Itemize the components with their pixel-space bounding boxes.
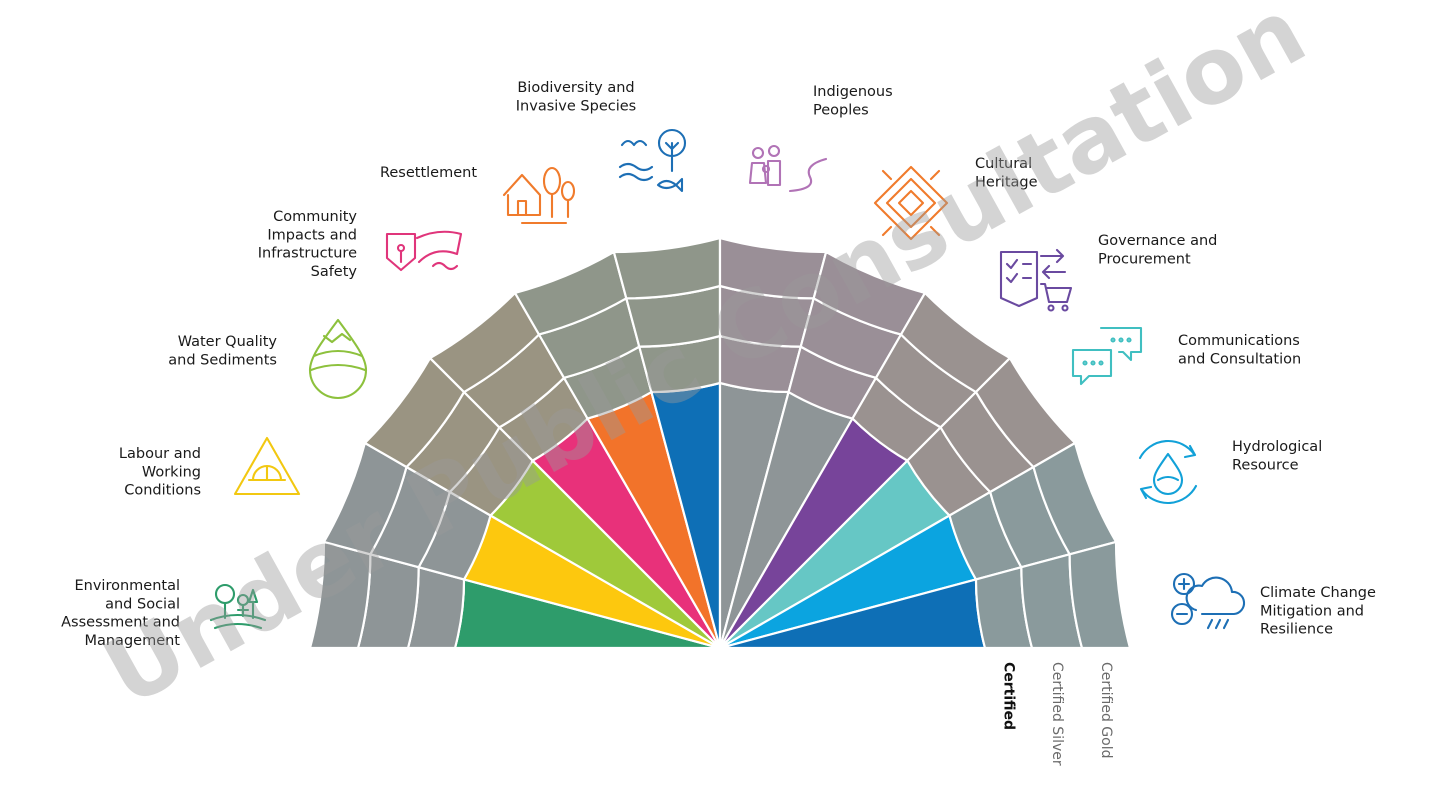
- hardhat-warning-icon: [233, 436, 301, 496]
- label-line: Communications: [1178, 333, 1300, 349]
- tier-label: Certified: [1001, 662, 1017, 730]
- label-cultural-heritage: Cultural Heritage: [975, 156, 1038, 190]
- label-line: Climate Change: [1260, 585, 1376, 601]
- sector-climate-change: [719, 540, 1132, 650]
- label-line: Water Quality: [178, 334, 278, 350]
- label-line: Resilience: [1260, 622, 1333, 638]
- label-labour-working-conditions: Labour and Working Conditions: [119, 446, 201, 499]
- label-line: Resource: [1232, 457, 1299, 473]
- topic-labels: Environmental and Social Assessment and Man…: [61, 80, 1376, 649]
- label-governance-procurement: Governance and Procurement: [1098, 233, 1217, 267]
- tier-labels: Certified Certified Silver Certified Gold: [1001, 662, 1115, 766]
- sector-indigenous-peoples: [718, 236, 828, 649]
- sector-ring-outer: [612, 236, 722, 300]
- house-trees-icon: [502, 166, 576, 225]
- label-environmental-social-assessment: Environmental and Social Assessment and Man…: [61, 578, 180, 649]
- label-community-impacts-safety: Community Impacts and Infrastructure Safety: [258, 209, 358, 280]
- label-line: Heritage: [975, 174, 1038, 190]
- label-line: Impacts and: [267, 227, 357, 243]
- label-communications-consultation: Communications and Consultation: [1178, 333, 1301, 367]
- family-path-icon: [748, 144, 828, 193]
- topic-icons: [209, 128, 1246, 630]
- water-cycle-icon: [1138, 440, 1198, 504]
- sector-hydrological-resource: [719, 441, 1118, 650]
- tree-person-icon: [209, 583, 267, 630]
- sector-communications-consultation: [719, 356, 1077, 649]
- label-line: and Social: [105, 596, 180, 612]
- label-resettlement: Resettlement: [380, 165, 477, 181]
- sector-cultural-heritage: [718, 250, 927, 649]
- label-line: Safety: [311, 264, 358, 280]
- sector-biodiversity-invasive-species: [612, 236, 722, 649]
- label-line: Indigenous: [813, 84, 893, 100]
- tier-label: Certified Gold: [1098, 662, 1114, 758]
- label-line: and Sediments: [168, 352, 277, 368]
- checklist-cart-icon: [999, 248, 1073, 312]
- label-line: Invasive Species: [516, 98, 636, 114]
- label-line: Peoples: [813, 102, 869, 118]
- label-line: Biodiversity and: [517, 80, 634, 96]
- bird-tree-fish-icon: [618, 128, 687, 193]
- label-line: Labour and: [119, 446, 201, 462]
- sector-ring-outer: [1068, 540, 1132, 650]
- label-line: Conditions: [124, 483, 201, 499]
- label-line: Infrastructure: [258, 246, 357, 262]
- sector-labour-working-conditions: [322, 441, 721, 650]
- label-line: Hydrological: [1232, 439, 1322, 455]
- label-line: Resettlement: [380, 165, 477, 181]
- label-climate-change: Climate Change Mitigation and Resilience: [1260, 585, 1376, 638]
- cloud-plus-minus-icon: [1170, 572, 1246, 630]
- speech-bubbles-icon: [1071, 326, 1143, 386]
- label-line: Cultural: [975, 156, 1032, 172]
- label-line: Mitigation and: [1260, 603, 1364, 619]
- wheel: [308, 236, 1132, 650]
- dam-shelter-icon: [385, 230, 463, 272]
- label-water-quality-sediments: Water Quality and Sediments: [168, 334, 277, 368]
- label-line: Management: [84, 633, 180, 649]
- label-line: Environmental: [74, 578, 180, 594]
- sector-governance-procurement: [719, 291, 1012, 649]
- label-hydrological-resource: Hydrological Resource: [1232, 439, 1322, 473]
- label-line: and Consultation: [1178, 351, 1301, 367]
- label-indigenous-peoples: Indigenous Peoples: [813, 84, 893, 118]
- tier-label: Certified Silver: [1049, 662, 1065, 766]
- label-line: Assessment and: [61, 615, 180, 631]
- label-line: Working: [142, 464, 201, 480]
- label-line: Procurement: [1098, 251, 1191, 267]
- water-drop-layers-icon: [308, 318, 368, 400]
- label-biodiversity-invasive-species: Biodiversity and Invasive Species: [516, 80, 636, 114]
- label-line: Community: [273, 209, 357, 225]
- diamond-pattern-icon: [873, 165, 949, 241]
- label-line: Governance and: [1098, 233, 1217, 249]
